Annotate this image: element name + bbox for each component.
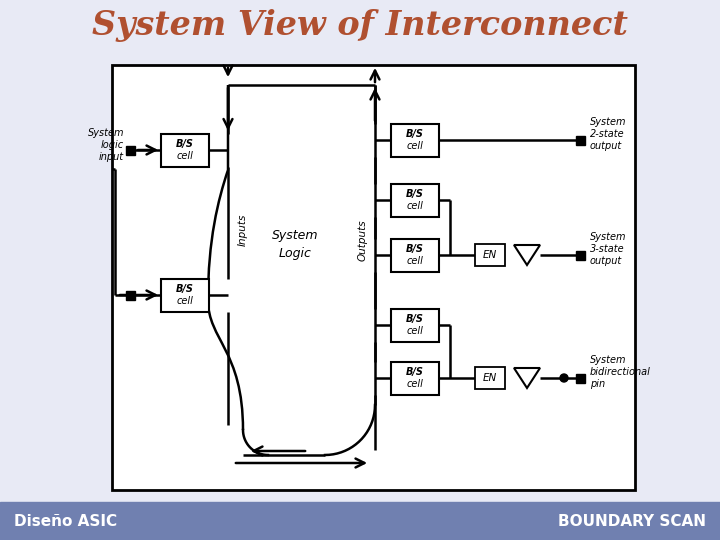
Text: Outputs: Outputs <box>358 219 368 261</box>
Text: System
logic
input: System logic input <box>88 127 124 163</box>
Text: EN: EN <box>483 373 497 383</box>
Text: System
bidirectional
pin: System bidirectional pin <box>590 355 651 389</box>
Text: Inputs: Inputs <box>238 214 248 246</box>
Bar <box>161 279 209 312</box>
Text: cell: cell <box>407 379 423 389</box>
Text: cell: cell <box>407 326 423 336</box>
Text: B/S: B/S <box>176 284 194 294</box>
Bar <box>475 367 505 389</box>
Text: B/S: B/S <box>406 367 424 377</box>
Bar <box>391 308 439 341</box>
Bar <box>161 133 209 166</box>
Bar <box>575 374 585 382</box>
Circle shape <box>560 374 568 382</box>
Bar <box>391 124 439 157</box>
Text: cell: cell <box>407 256 423 266</box>
Text: B/S: B/S <box>176 139 194 149</box>
Bar <box>125 145 135 154</box>
Text: B/S: B/S <box>406 244 424 254</box>
Text: System
Logic: System Logic <box>271 230 318 260</box>
Bar <box>125 291 135 300</box>
Text: B/S: B/S <box>406 129 424 139</box>
Text: B/S: B/S <box>406 314 424 324</box>
Bar <box>391 361 439 395</box>
Text: cell: cell <box>176 151 194 161</box>
Bar <box>391 239 439 272</box>
Text: cell: cell <box>407 201 423 211</box>
Text: B/S: B/S <box>406 189 424 199</box>
Bar <box>575 136 585 145</box>
Text: Diseño ASIC: Diseño ASIC <box>14 514 117 529</box>
Text: EN: EN <box>483 250 497 260</box>
Bar <box>475 244 505 266</box>
Polygon shape <box>514 245 540 265</box>
Bar <box>575 251 585 260</box>
Text: System
3-state
output: System 3-state output <box>590 232 626 266</box>
Bar <box>391 184 439 217</box>
Text: BOUNDARY SCAN: BOUNDARY SCAN <box>558 514 706 529</box>
Polygon shape <box>514 368 540 388</box>
Text: cell: cell <box>176 296 194 306</box>
Text: cell: cell <box>407 141 423 151</box>
Text: System
2-state
output: System 2-state output <box>590 117 626 151</box>
Bar <box>0 502 720 540</box>
Text: System View of Interconnect: System View of Interconnect <box>92 9 628 42</box>
Bar <box>112 65 635 490</box>
